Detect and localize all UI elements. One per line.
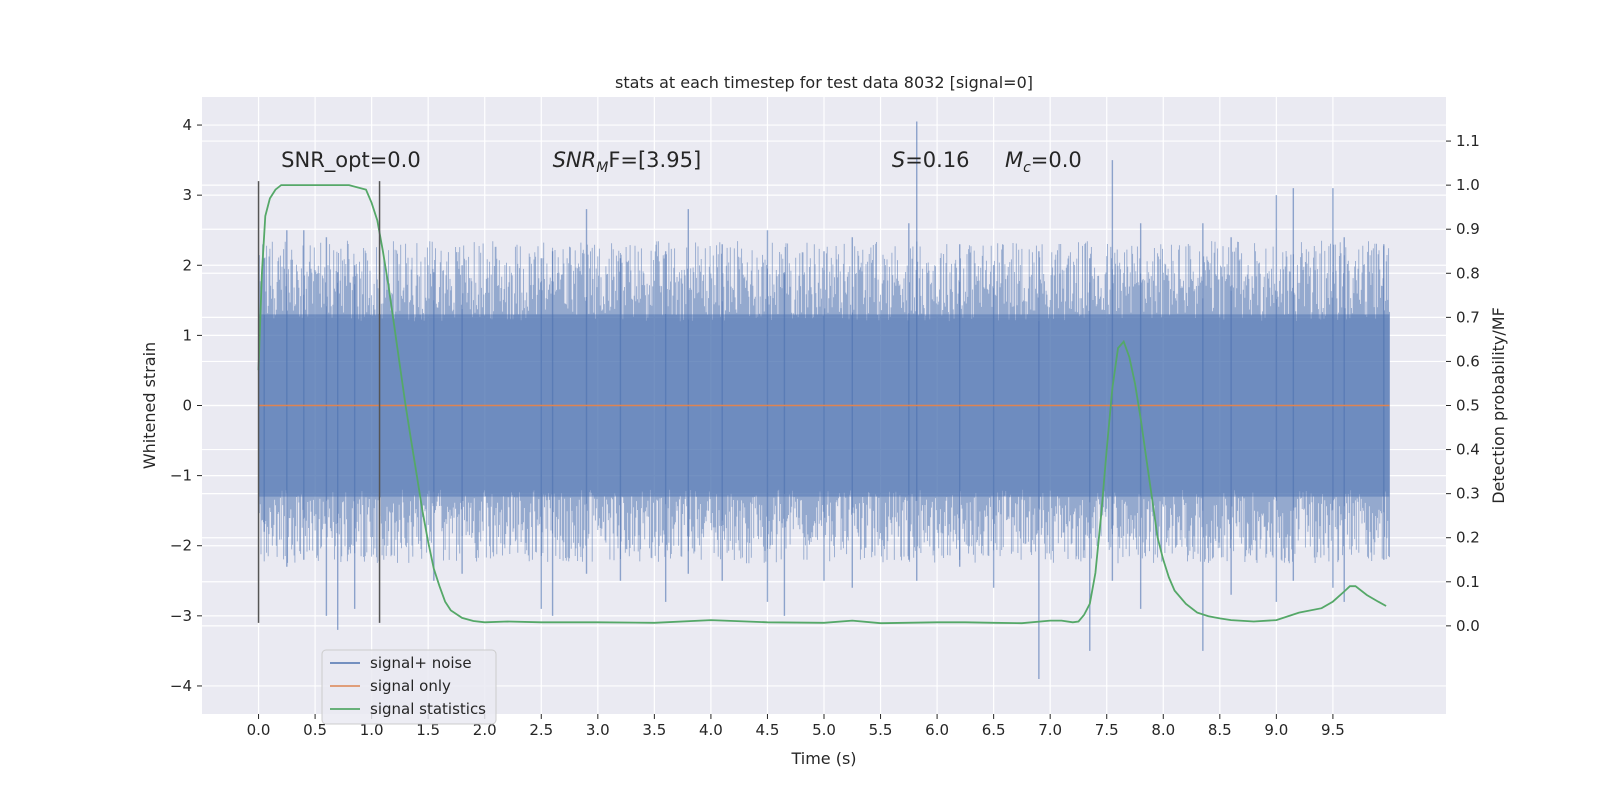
y2-tick-label: 0.0 [1456,617,1480,635]
y-tick-label: 1 [182,326,192,344]
annotation-snr-mf: SNRMF=[3.95] [553,148,702,176]
x-tick-label: 7.5 [1095,721,1119,739]
x-tick-label: 1.5 [416,721,440,739]
x-tick-label: 6.5 [982,721,1006,739]
y2-axis-label: Detection probability/MF [1489,307,1508,504]
y-tick-label: 0 [182,397,192,415]
y2-tick-label: 0.2 [1456,529,1480,547]
y2-tick-label: 0.1 [1456,573,1480,591]
x-tick-label: 0.5 [303,721,327,739]
legend-label-signal-only: signal only [370,677,451,695]
x-tick-label: 8.5 [1208,721,1232,739]
annotation-snr-mf-rest: F=[3.95] [608,148,701,172]
y-tick-label: −2 [170,537,192,555]
annotation-s-var: S [892,148,905,172]
annotation-s: S=0.16 [892,148,970,172]
annotation-snr-opt: SNR_opt=0.0 [281,148,421,173]
x-tick-label: 8.0 [1151,721,1175,739]
x-tick-label: 9.0 [1264,721,1288,739]
y-tick-label: −1 [170,467,192,485]
legend: signal+ noise signal only signal statist… [321,649,497,725]
x-tick-label: 5.0 [812,721,836,739]
annotation-snr-mf-sub: M [596,160,608,176]
x-tick-label: 5.5 [869,721,893,739]
legend-label-signal-statistics: signal statistics [370,700,486,718]
y-tick-label: 2 [182,256,192,274]
x-tick-label: 2.0 [473,721,497,739]
y-tick-label: −4 [170,677,192,695]
x-tick-label: 3.5 [642,721,666,739]
series-signal-statistics [257,184,1387,625]
annotation-mc-value: =0.0 [1031,148,1082,172]
x-tick-label: 2.5 [529,721,553,739]
x-tick-label: 9.5 [1321,721,1345,739]
y2-tick-label: 0.9 [1456,220,1480,238]
ticks: 0.0 0.5 1.0 1.5 2.0 2.5 3.0 3.5 4.0 4.5 5.0 5.5 6.0 6… [170,116,1480,739]
y-tick-label: −3 [170,607,192,625]
annotation-mc: Mc=0.0 [1005,148,1082,176]
y2-tick-label: 0.8 [1456,264,1480,282]
legend-box [321,649,497,725]
x-tick-label: 1.0 [360,721,384,739]
x-tick-label: 4.5 [756,721,780,739]
x-tick-label: 0.0 [247,721,271,739]
y2-tick-label: 1.0 [1456,176,1480,194]
x-tick-label: 6.0 [925,721,949,739]
y2-tick-label: 0.4 [1456,441,1480,459]
y2-tick-label: 0.6 [1456,352,1480,370]
y-tick-label: 4 [182,116,192,134]
annotation-s-value: =0.16 [905,148,969,172]
y2-tick-label: 0.7 [1456,308,1480,326]
x-tick-label: 3.0 [586,721,610,739]
x-axis-label: Time (s) [790,749,856,768]
annotation-snr-mf-base: SNR [553,148,597,172]
legend-label-signal-noise: signal+ noise [370,654,472,672]
y2-tick-label: 0.5 [1456,397,1480,415]
vertical-markers [257,181,381,623]
annotation-mc-base: M [1005,148,1023,172]
x-tick-label: 4.0 [699,721,723,739]
series-group [257,184,1390,625]
y-tick-label: 3 [182,186,192,204]
chart-title: stats at each timestep for test data 803… [615,73,1033,92]
annotation-mc-sub: c [1023,160,1031,176]
y-axis-label: Whitened strain [140,342,159,469]
y2-tick-label: 0.3 [1456,485,1480,503]
x-tick-label: 7.0 [1038,721,1062,739]
y2-tick-label: 1.1 [1456,132,1480,150]
